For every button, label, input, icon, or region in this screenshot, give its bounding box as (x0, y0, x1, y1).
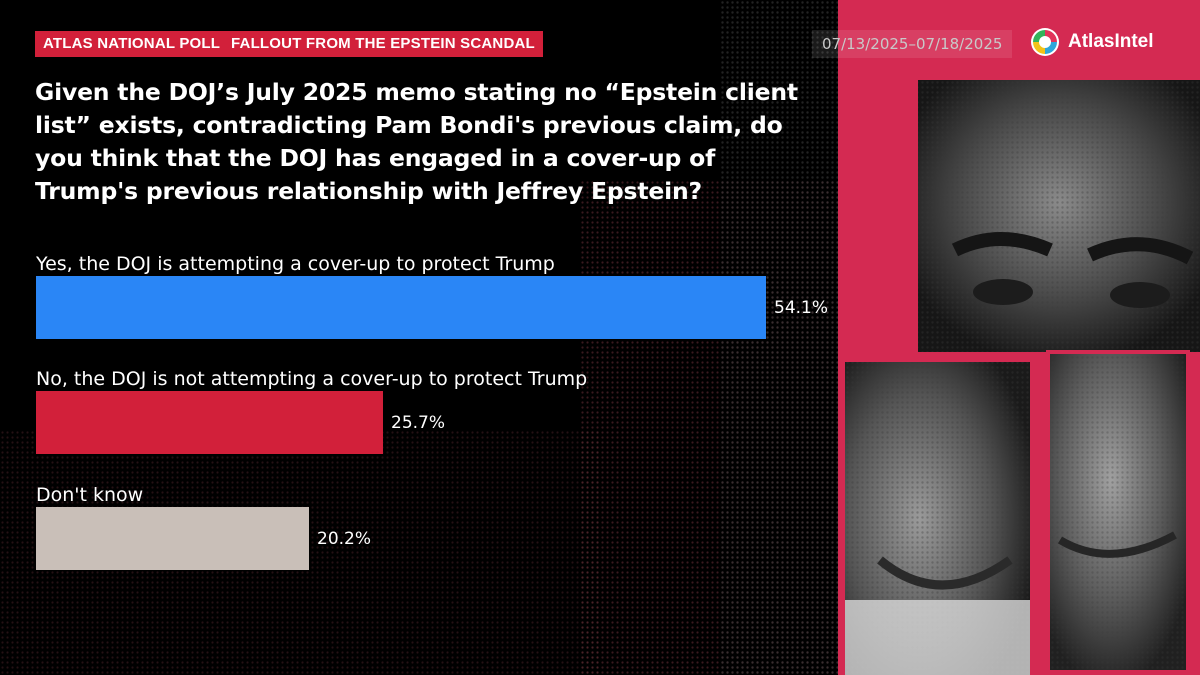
value-label-no: 25.7% (391, 413, 446, 433)
poll-tag: ATLAS NATIONAL POLL (35, 31, 229, 57)
option-label-dont-know: Don't know (36, 484, 144, 506)
bar-no (36, 391, 383, 454)
option-label-no: No, the DOJ is not attempting a cover-up… (36, 368, 588, 390)
photo-collage (838, 0, 1200, 675)
brand-name: AtlasIntel (1068, 31, 1154, 52)
date-range-badge: 07/13/2025–07/18/2025 (812, 30, 1013, 58)
chart-title: Given the DOJ’s July 2025 memo stating n… (35, 78, 798, 205)
bar-yes (36, 276, 766, 339)
option-label-yes: Yes, the DOJ is attempting a cover-up to… (36, 253, 555, 275)
value-label-yes: 54.1% (774, 298, 829, 318)
topic-tag: FALLOUT FROM THE EPSTEIN SCANDAL (223, 31, 543, 57)
atlasintel-logo-icon (1031, 28, 1059, 56)
bar-dont-know (36, 507, 309, 570)
brand-logo: AtlasIntel (1030, 22, 1154, 62)
value-label-dont-know: 20.2% (317, 529, 372, 549)
